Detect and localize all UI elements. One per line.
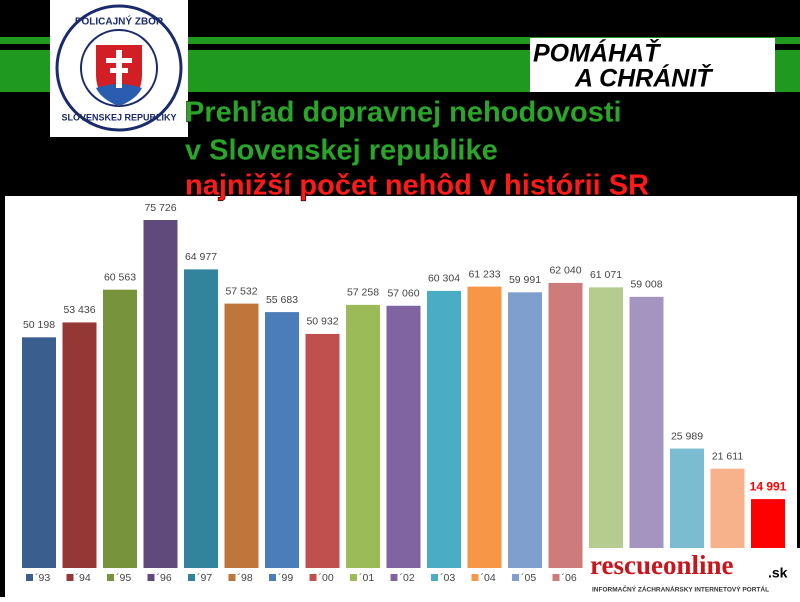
bar <box>589 287 623 568</box>
value-label: 57 060 <box>387 288 419 300</box>
hills <box>96 84 142 106</box>
value-label: 25 989 <box>671 430 703 442</box>
watermark-tagline: INFORMAČNÝ ZÁCHRANÁRSKY INTERNETOVÝ PORT… <box>592 585 769 594</box>
x-tick-label: ´05 <box>521 572 536 584</box>
badge: POLICAJNÝ ZBOR SLOVENSKEJ REPUBLIKY <box>50 0 188 137</box>
value-label: 59 991 <box>509 274 541 286</box>
legend-swatch <box>471 574 479 581</box>
x-tick-label: ´96 <box>157 572 172 584</box>
x-tick-label: ´97 <box>197 572 212 584</box>
watermark-name: rescueonline <box>590 550 734 580</box>
legend-swatch <box>26 574 33 581</box>
value-label: 50 932 <box>306 316 338 328</box>
value-label: 53 436 <box>63 304 95 316</box>
bar <box>467 286 502 568</box>
x-tick-label: ´04 <box>481 572 496 584</box>
legend-swatch <box>350 574 357 581</box>
bar <box>427 290 461 568</box>
legend-swatch <box>552 574 560 581</box>
legend-swatch <box>309 574 317 581</box>
x-tick-label: ´93 <box>35 572 50 584</box>
bar <box>184 269 218 568</box>
value-label: 57 258 <box>347 287 379 299</box>
bar <box>62 322 97 568</box>
x-tick-label: ´02 <box>400 572 415 584</box>
value-label: 14 991 <box>750 479 787 493</box>
value-label: 21 611 <box>712 450 743 462</box>
bar <box>305 333 340 568</box>
bar <box>346 304 380 568</box>
legend-swatch <box>147 574 155 581</box>
legend-swatch <box>512 574 519 581</box>
subtitle: najnižší počet nehôd v histórii SR <box>185 170 649 202</box>
x-tick-label: ´06 <box>562 572 577 584</box>
badge-text: SLOVENSKEJ REPUBLIKY <box>61 112 176 122</box>
cross <box>106 50 132 88</box>
value-label: 75 726 <box>144 202 176 214</box>
value-label: 64 977 <box>185 251 217 263</box>
x-tick-label: ´00 <box>319 572 334 584</box>
value-label: 59 008 <box>630 279 662 291</box>
x-tick-label: ´03 <box>440 572 455 584</box>
legend-swatch <box>269 574 276 581</box>
title: Prehľad dopravnej nehodovosti <box>185 97 622 129</box>
value-label: 61 071 <box>590 269 622 281</box>
bar <box>629 296 664 568</box>
badge-text: POLICAJNÝ ZBOR <box>75 15 164 28</box>
watermark-tld: .sk <box>768 565 788 581</box>
motto-text: POMÁHAŤ <box>533 38 662 68</box>
stripe <box>0 37 800 44</box>
legend-swatch <box>390 574 398 581</box>
watermark-box <box>588 548 800 597</box>
legend-swatch <box>107 574 114 581</box>
legend-swatch <box>66 574 74 581</box>
bar <box>143 220 178 568</box>
legend-swatch <box>188 574 195 581</box>
value-label: 55 683 <box>266 294 298 306</box>
x-tick-label: ´99 <box>278 572 293 584</box>
value-label: 61 233 <box>468 268 500 280</box>
value-label: 62 040 <box>549 265 581 277</box>
bar <box>224 303 259 568</box>
x-tick-label: ´01 <box>359 572 374 584</box>
motto-text: A CHRÁNIŤ <box>574 63 714 93</box>
bar <box>508 292 542 568</box>
bar <box>548 282 583 568</box>
x-tick-label: ´98 <box>238 572 253 584</box>
bar <box>386 305 421 568</box>
legend-swatch <box>431 574 438 581</box>
value-label: 60 304 <box>428 273 460 285</box>
bar <box>22 337 56 568</box>
bar <box>103 289 137 568</box>
motto: POMÁHAŤ A CHRÁNIŤ <box>530 38 775 93</box>
value-label: 57 532 <box>225 285 257 297</box>
bar <box>265 312 299 568</box>
title: v Slovenskej republike <box>185 135 498 167</box>
x-tick-label: ´95 <box>116 572 131 584</box>
value-label: 60 563 <box>104 271 136 283</box>
legend-swatch <box>228 574 236 581</box>
watermark: rescueonline .sk INFORMAČNÝ ZÁCHRANÁRSKY… <box>588 548 800 597</box>
motto-box <box>530 38 775 92</box>
x-tick-label: ´94 <box>76 572 91 584</box>
value-label: 50 198 <box>23 319 55 331</box>
